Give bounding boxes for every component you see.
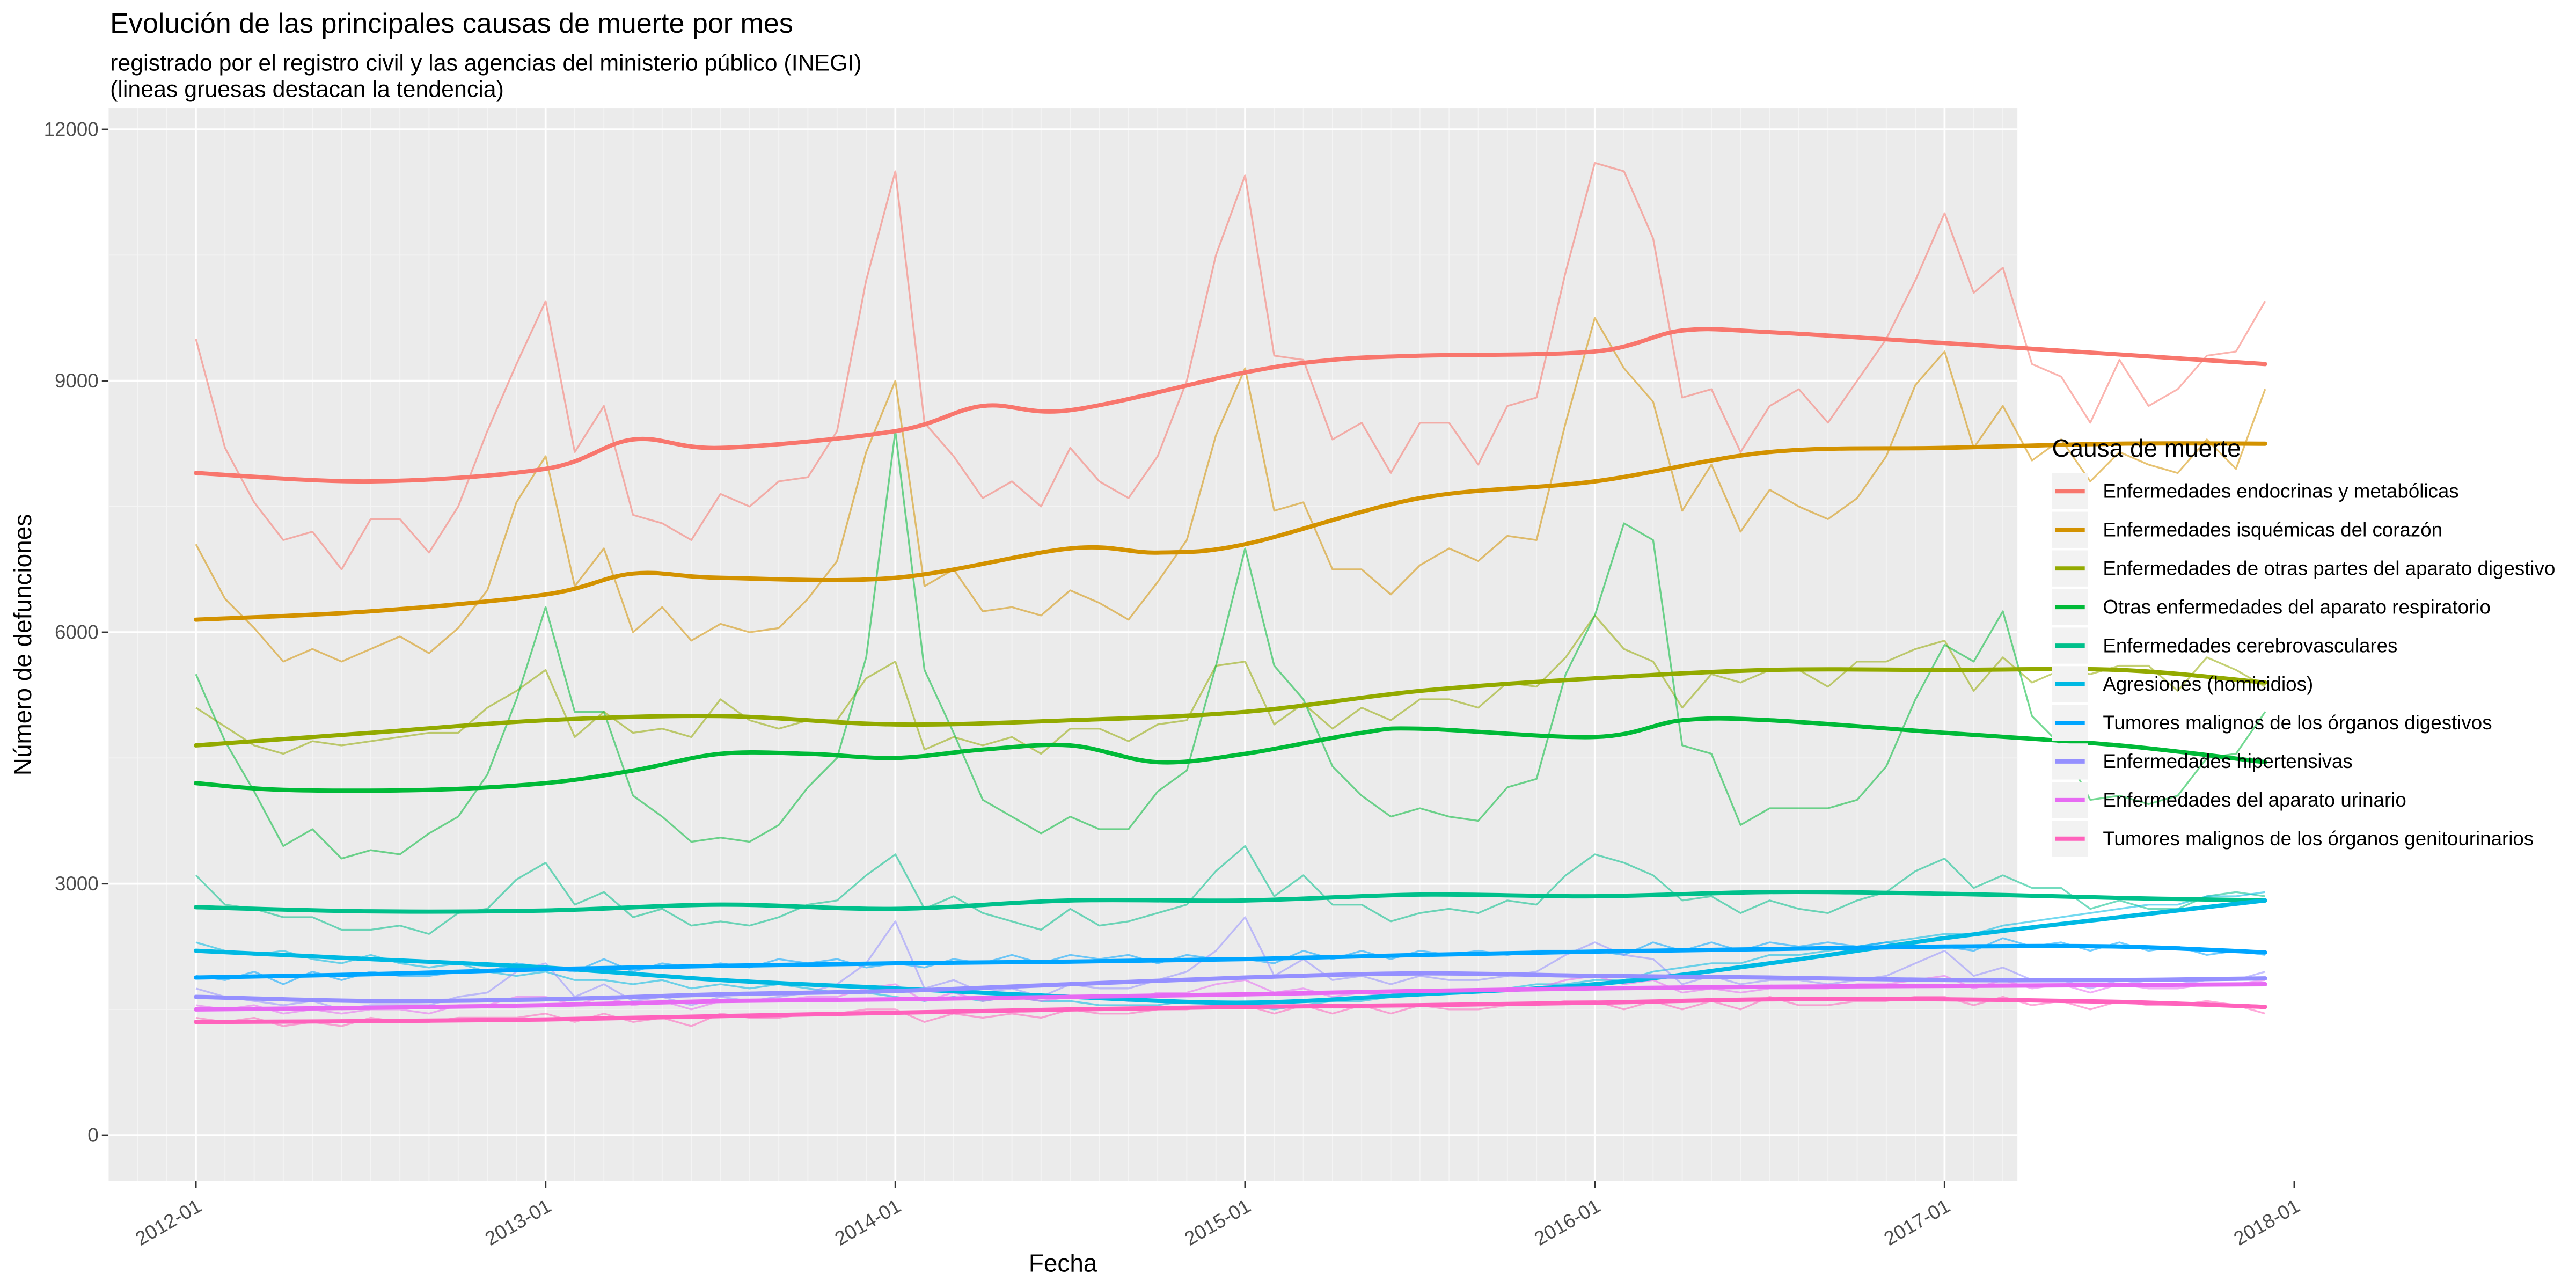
x-tick-label: 2018-01 [2230, 1195, 2303, 1250]
monthly-line-series-4 [195, 430, 2266, 860]
y-tick-label: 6000 [55, 621, 99, 643]
y-tick-label: 3000 [55, 873, 99, 895]
x-tick-label: 2015-01 [1181, 1195, 1254, 1250]
monthly-line-series-2 [195, 317, 2266, 663]
monthly-line-series-3 [195, 614, 2266, 755]
legend-title: Causa de muerte [2052, 434, 2241, 462]
y-tick-label: 0 [87, 1124, 98, 1146]
monthly-line-series-1 [195, 162, 2266, 570]
trend-series-lines [193, 327, 2267, 1024]
legend: Causa de muerte Enfermedades endocrinas … [2052, 434, 2555, 857]
x-tick-label: 2012-01 [131, 1195, 205, 1250]
trend-line-series-3 [193, 667, 2267, 748]
legend-item-label: Agresiones (homicidios) [2103, 673, 2313, 695]
major-gridlines [108, 108, 2295, 1182]
trend-line-series-5 [193, 890, 2267, 914]
x-axis: 2012-01 2013-01 2014-01 2015-01 2016-01 2017-… [131, 1181, 2303, 1250]
trend-line-series-8 [193, 971, 2267, 1004]
legend-item-label: Enfermedades endocrinas y metabólicas [2103, 480, 2458, 502]
legend-item-label: Enfermedades de otras partes del aparato… [2103, 557, 2555, 579]
y-tick-label: 12000 [44, 118, 99, 140]
legend-item-label: Enfermedades hipertensivas [2103, 750, 2352, 772]
trend-line-series-7 [193, 943, 2267, 980]
x-tick-label: 2014-01 [831, 1195, 904, 1250]
legend-item-label: Tumores malignos de los órganos genitour… [2103, 828, 2534, 850]
chart-title: Evolución de las principales causas de m… [110, 8, 793, 40]
legend-item-label: Otras enfermedades del aparato respirato… [2103, 596, 2491, 618]
trend-line-series-1 [193, 327, 2267, 484]
trend-line-series-4 [193, 716, 2267, 793]
chart-subtitle-line1: registrado por el registro civil y las a… [110, 49, 862, 76]
x-tick-label: 2013-01 [481, 1195, 555, 1250]
monthly-line-series-8 [195, 916, 2266, 1011]
y-tick-label: 9000 [55, 370, 99, 392]
chart-subtitle-line2: (lineas gruesas destacan la tendencia) [110, 75, 504, 102]
legend-item-label: Enfermedades cerebrovasculares [2103, 634, 2397, 656]
x-tick-label: 2016-01 [1531, 1195, 1604, 1250]
trend-line-series-9 [193, 982, 2267, 1012]
trend-line-series-10 [193, 997, 2267, 1024]
x-tick-label: 2017-01 [1880, 1195, 1953, 1250]
trend-line-series-2 [193, 441, 2267, 622]
legend-item-label: Enfermedades del aparato urinario [2103, 789, 2406, 811]
y-axis-title: Número de defunciones [9, 514, 36, 775]
x-axis-title: Fecha [1029, 1249, 1097, 1277]
y-axis: 0 3000 6000 9000 12000 [44, 118, 109, 1146]
legend-item-label: Tumores malignos de los órganos digestiv… [2103, 712, 2492, 734]
legend-item-label: Enfermedades isquémicas del corazón [2103, 518, 2442, 540]
monthly-line-series-5 [195, 845, 2266, 935]
